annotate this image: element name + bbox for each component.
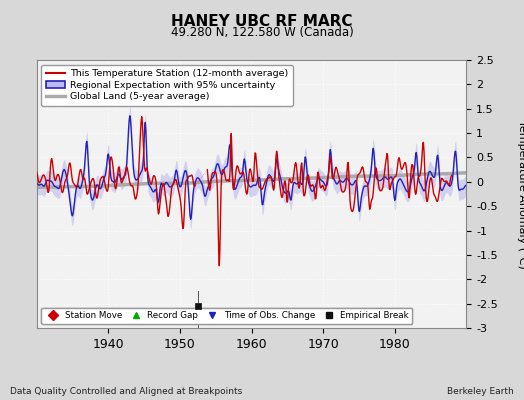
Legend: Station Move, Record Gap, Time of Obs. Change, Empirical Break: Station Move, Record Gap, Time of Obs. C… [41,308,412,324]
Y-axis label: Temperature Anomaly (°C): Temperature Anomaly (°C) [517,120,524,268]
Text: HANEY UBC RF MARC: HANEY UBC RF MARC [171,14,353,29]
Text: Berkeley Earth: Berkeley Earth [447,387,514,396]
Text: 49.280 N, 122.580 W (Canada): 49.280 N, 122.580 W (Canada) [171,26,353,39]
Text: Data Quality Controlled and Aligned at Breakpoints: Data Quality Controlled and Aligned at B… [10,387,243,396]
